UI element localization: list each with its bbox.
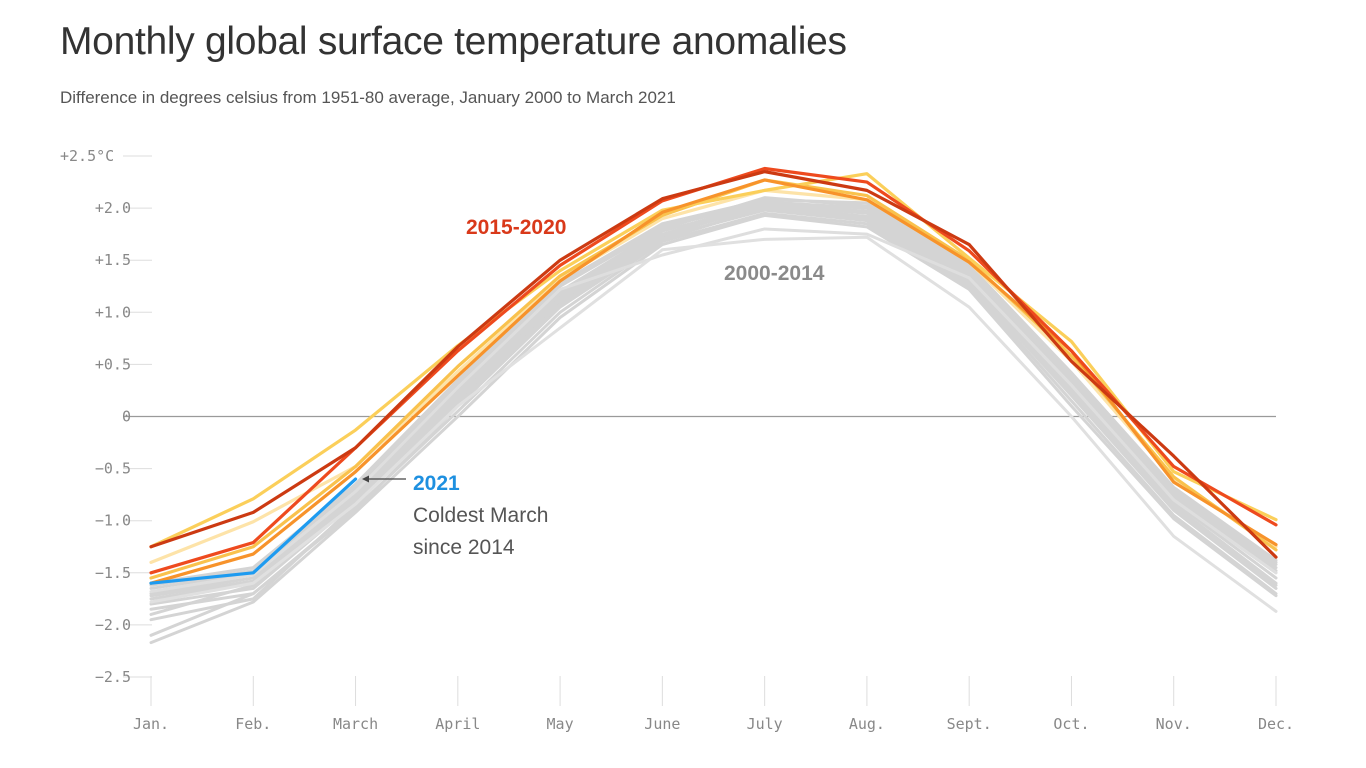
chart-subtitle: Difference in degrees celsius from 1951-… [60,88,676,107]
series-line-2000-2014 [149,227,1278,594]
x-tick-label: Sept. [947,715,992,733]
x-tick-label: Aug. [849,715,885,733]
annotation-2015-2020: 2015-2020 [466,216,566,239]
annotation-2021: 2021 [413,472,460,495]
x-tick-label: Dec. [1258,715,1294,733]
annotation-2000-2014: 2000-2014 [724,262,825,285]
x-tick-label: June [644,715,680,733]
y-tick-label: +0.5 [95,355,131,373]
annotation-note-line1: Coldest March [413,504,548,527]
x-tick-label: March [333,715,378,733]
y-tick-label: −2.0 [95,616,131,634]
y-tick-label: −1.0 [95,512,131,530]
y-tick-label: +1.5 [95,251,131,269]
y-tick-label: 0 [122,408,131,426]
y-tick-label: +2.5°C [60,147,114,165]
series-line-2000-2014 [149,200,1278,587]
x-tick-label: Nov. [1156,715,1192,733]
series-line-2015-2020 [149,178,1278,585]
series-line-2000-2014 [149,213,1278,645]
x-tick-label: Oct. [1053,715,1089,733]
x-tick-label: Jan. [133,715,169,733]
arrow-head-icon [362,475,369,483]
y-tick-label: +2.0 [95,199,131,217]
chart-title: Monthly global surface temperature anoma… [60,20,847,63]
x-tick-label: Feb. [235,715,271,733]
y-tick-label: −0.5 [95,460,131,478]
x-tick-label: April [435,715,480,733]
series-line-2021 [149,477,358,585]
series-line-2000-2014 [149,235,1278,613]
y-tick-label: −2.5 [95,668,131,686]
series-line-2000-2014 [149,206,1278,611]
series-line-2000-2014 [149,206,1278,616]
series-line-2000-2014 [149,198,1278,585]
series-line-2015-2020 [149,170,1278,559]
x-tick-label: July [747,715,783,733]
y-tick-label: −1.5 [95,564,131,582]
series-line-2015-2020 [149,172,1278,549]
series-line-2015-2020 [149,188,1278,564]
annotation-note-line2: since 2014 [413,536,515,559]
y-tick-label: +1.0 [95,303,131,321]
series-line-2000-2014 [149,211,1278,637]
x-tick-label: May [547,715,574,733]
